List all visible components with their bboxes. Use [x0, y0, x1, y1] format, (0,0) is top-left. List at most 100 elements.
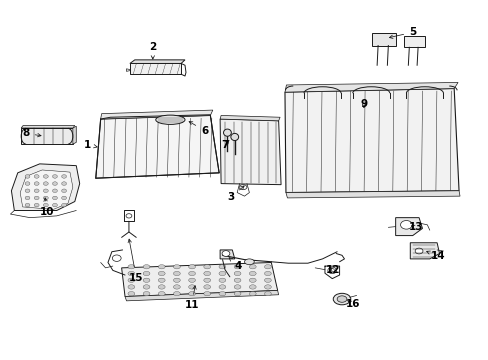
Polygon shape [285, 89, 458, 193]
Bar [404, 36, 424, 47]
Ellipse shape [43, 189, 48, 193]
Ellipse shape [219, 271, 225, 276]
Polygon shape [285, 191, 459, 198]
Ellipse shape [249, 265, 256, 269]
Ellipse shape [25, 175, 30, 178]
Ellipse shape [128, 271, 135, 276]
Ellipse shape [244, 259, 254, 265]
Ellipse shape [126, 214, 132, 218]
Polygon shape [73, 126, 76, 144]
Polygon shape [130, 63, 181, 74]
Ellipse shape [128, 292, 135, 296]
Ellipse shape [25, 196, 30, 200]
Text: 16: 16 [345, 299, 359, 309]
Ellipse shape [332, 293, 350, 305]
Ellipse shape [249, 292, 256, 296]
Ellipse shape [173, 271, 180, 276]
Polygon shape [96, 116, 219, 178]
Ellipse shape [61, 189, 66, 193]
Ellipse shape [264, 292, 271, 296]
Polygon shape [130, 60, 184, 63]
Ellipse shape [188, 285, 195, 289]
Text: 10: 10 [40, 198, 54, 217]
Polygon shape [220, 250, 234, 259]
Text: 13: 13 [408, 222, 423, 232]
Ellipse shape [52, 175, 57, 178]
Ellipse shape [188, 278, 195, 282]
Ellipse shape [34, 182, 39, 185]
Polygon shape [101, 110, 212, 119]
Ellipse shape [61, 196, 66, 200]
Ellipse shape [173, 278, 180, 282]
Text: 6: 6 [189, 122, 208, 135]
Ellipse shape [158, 292, 165, 296]
Ellipse shape [264, 271, 271, 276]
Ellipse shape [400, 221, 411, 229]
Ellipse shape [249, 278, 256, 282]
Ellipse shape [234, 292, 241, 296]
Ellipse shape [34, 189, 39, 193]
Ellipse shape [158, 285, 165, 289]
Ellipse shape [158, 265, 165, 269]
Ellipse shape [230, 134, 238, 140]
Polygon shape [125, 291, 278, 301]
Ellipse shape [158, 271, 165, 276]
Ellipse shape [173, 265, 180, 269]
Ellipse shape [25, 182, 30, 185]
Ellipse shape [264, 278, 271, 282]
Polygon shape [122, 262, 277, 297]
Text: 1: 1 [84, 140, 97, 150]
Ellipse shape [203, 292, 210, 296]
Ellipse shape [61, 203, 66, 207]
Ellipse shape [173, 285, 180, 289]
Ellipse shape [43, 203, 48, 207]
Bar [371, 33, 395, 45]
Polygon shape [11, 164, 80, 211]
Ellipse shape [219, 278, 225, 282]
Ellipse shape [188, 265, 195, 269]
Ellipse shape [203, 265, 210, 269]
Text: 11: 11 [184, 286, 199, 310]
Ellipse shape [25, 189, 30, 193]
Ellipse shape [128, 285, 135, 289]
Ellipse shape [52, 203, 57, 207]
Ellipse shape [61, 182, 66, 185]
Polygon shape [220, 116, 280, 121]
Ellipse shape [223, 129, 231, 136]
Ellipse shape [43, 196, 48, 200]
Text: 5: 5 [388, 27, 415, 39]
Ellipse shape [219, 292, 225, 296]
Ellipse shape [234, 285, 241, 289]
Polygon shape [220, 119, 281, 185]
Ellipse shape [336, 296, 346, 302]
Ellipse shape [143, 278, 150, 282]
Text: 7: 7 [221, 140, 228, 150]
Ellipse shape [203, 285, 210, 289]
Text: 4: 4 [229, 258, 242, 271]
Ellipse shape [43, 175, 48, 178]
Polygon shape [409, 243, 439, 259]
Ellipse shape [128, 278, 135, 282]
Ellipse shape [249, 271, 256, 276]
Ellipse shape [203, 271, 210, 276]
Ellipse shape [239, 185, 246, 190]
Ellipse shape [25, 203, 30, 207]
Polygon shape [21, 128, 73, 144]
Ellipse shape [143, 285, 150, 289]
Ellipse shape [222, 251, 229, 256]
Ellipse shape [173, 292, 180, 296]
Text: 12: 12 [325, 265, 340, 275]
Ellipse shape [61, 175, 66, 178]
Polygon shape [20, 170, 73, 210]
Ellipse shape [234, 271, 241, 276]
Ellipse shape [249, 285, 256, 289]
Ellipse shape [188, 292, 195, 296]
Ellipse shape [43, 182, 48, 185]
Ellipse shape [234, 265, 241, 269]
Ellipse shape [34, 175, 39, 178]
Polygon shape [285, 82, 457, 92]
Ellipse shape [34, 203, 39, 207]
Text: 15: 15 [128, 239, 143, 283]
Ellipse shape [219, 285, 225, 289]
Text: 2: 2 [149, 42, 156, 59]
